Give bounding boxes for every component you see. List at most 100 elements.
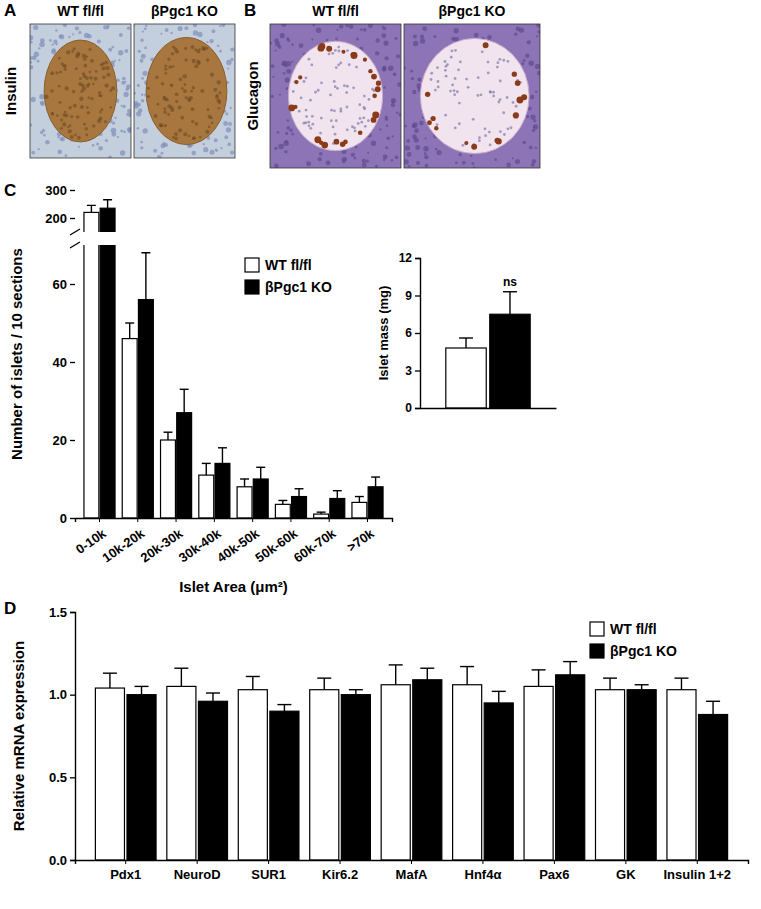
tissue-texture <box>413 34 417 38</box>
axis-break-mark <box>70 242 80 248</box>
nucleus <box>453 93 456 96</box>
tissue-texture <box>127 127 131 132</box>
islet-texture <box>68 129 72 133</box>
tissue-texture <box>386 124 388 126</box>
error-bar-stem <box>337 491 338 499</box>
column-label: WT fl/fl <box>312 3 359 19</box>
error-bar <box>202 463 211 475</box>
error-bar-cap <box>532 669 546 670</box>
tissue-texture <box>424 155 428 159</box>
tissue-texture <box>286 126 290 130</box>
y-tick: 9 <box>405 289 420 303</box>
bar <box>381 685 410 860</box>
y-tick-label: 0 <box>60 511 67 526</box>
islet-texture <box>208 115 212 119</box>
islet-texture <box>175 100 178 103</box>
nucleus <box>477 76 480 79</box>
glucagon-cell <box>471 144 477 150</box>
islet-texture <box>155 76 159 80</box>
y-tick-mark <box>415 333 420 334</box>
error-bar <box>141 253 150 300</box>
islet-texture <box>184 83 187 86</box>
x-axis-title: Islet Area (μm²) <box>179 578 288 595</box>
tissue-texture <box>124 49 128 53</box>
bar <box>198 701 227 860</box>
tissue-texture <box>123 131 126 134</box>
islet-texture <box>72 90 75 93</box>
glucagon-cell <box>521 94 527 100</box>
nucleus <box>436 123 439 126</box>
micrograph <box>30 24 131 158</box>
error-bar-stem <box>681 678 682 690</box>
nucleus <box>507 60 510 63</box>
error-bar-stem <box>260 467 261 479</box>
tissue-texture <box>533 124 538 129</box>
bar <box>167 686 196 860</box>
nucleus <box>434 89 437 92</box>
islet-texture <box>64 86 68 90</box>
tissue-texture <box>356 38 359 41</box>
x-tick-mark <box>340 860 341 864</box>
nucleus <box>478 136 481 139</box>
error-bar-stem <box>355 690 356 695</box>
tissue-texture <box>59 34 64 39</box>
islet-texture <box>55 71 58 74</box>
y-tick-label: 0.5 <box>49 770 67 785</box>
nucleus <box>512 101 515 104</box>
y-axis-line <box>70 191 76 519</box>
tissue-texture <box>404 125 407 128</box>
islet-texture <box>78 82 82 86</box>
nucleus <box>450 56 453 59</box>
micrograph-background <box>404 24 540 168</box>
tissue-texture <box>203 147 208 152</box>
tissue-texture <box>117 136 119 138</box>
islet-texture <box>184 47 187 50</box>
x-tick-label: Kir6.2 <box>322 867 358 882</box>
tissue-texture <box>383 86 386 89</box>
error-bar-cap <box>706 701 720 702</box>
tissue-texture <box>487 35 492 40</box>
nucleus <box>496 61 499 64</box>
tissue-texture <box>521 62 524 65</box>
islet-texture <box>201 46 205 50</box>
error-bar-cap <box>317 511 326 512</box>
islet-texture <box>208 126 210 128</box>
islet-texture <box>85 76 89 80</box>
tissue-texture <box>221 24 225 27</box>
figure: AInsulinWT fl/flβPgc1 KOBGlucagonWT fl/f… <box>0 0 761 909</box>
error-bar <box>317 678 331 690</box>
nucleus <box>478 139 481 142</box>
tissue-texture <box>59 35 62 38</box>
nucleus <box>330 109 333 112</box>
error-bar-cap <box>349 689 363 690</box>
column-label: βPgc1 KO <box>151 3 218 19</box>
tissue-texture <box>525 53 530 58</box>
error-bar <box>125 323 134 339</box>
tissue-texture <box>360 28 363 31</box>
nucleus <box>338 50 341 53</box>
tissue-texture <box>126 112 130 116</box>
error-bar <box>206 693 220 701</box>
error-bar-cap <box>256 467 265 468</box>
error-bar <box>389 665 403 685</box>
glucagon-cell <box>288 105 295 112</box>
nucleus <box>445 75 448 78</box>
islet-texture <box>70 135 74 139</box>
islet-texture <box>99 111 101 113</box>
tissue-texture <box>420 38 425 43</box>
x-tick: 60k-70k <box>291 518 339 565</box>
tissue-texture <box>227 67 229 69</box>
islet-texture <box>88 48 91 51</box>
islet-texture <box>171 52 174 55</box>
islet-texture <box>87 83 90 86</box>
nucleus <box>307 121 310 124</box>
tissue-texture <box>299 43 304 48</box>
nucleus <box>467 86 470 89</box>
glucagon-cell <box>512 71 517 76</box>
error-bar-stem <box>395 665 396 685</box>
tissue-texture <box>274 38 279 43</box>
glucagon-cell <box>341 50 345 54</box>
error-bar-stem <box>427 668 428 680</box>
y-tick: 1.0 <box>49 687 75 702</box>
nucleus <box>343 84 346 87</box>
